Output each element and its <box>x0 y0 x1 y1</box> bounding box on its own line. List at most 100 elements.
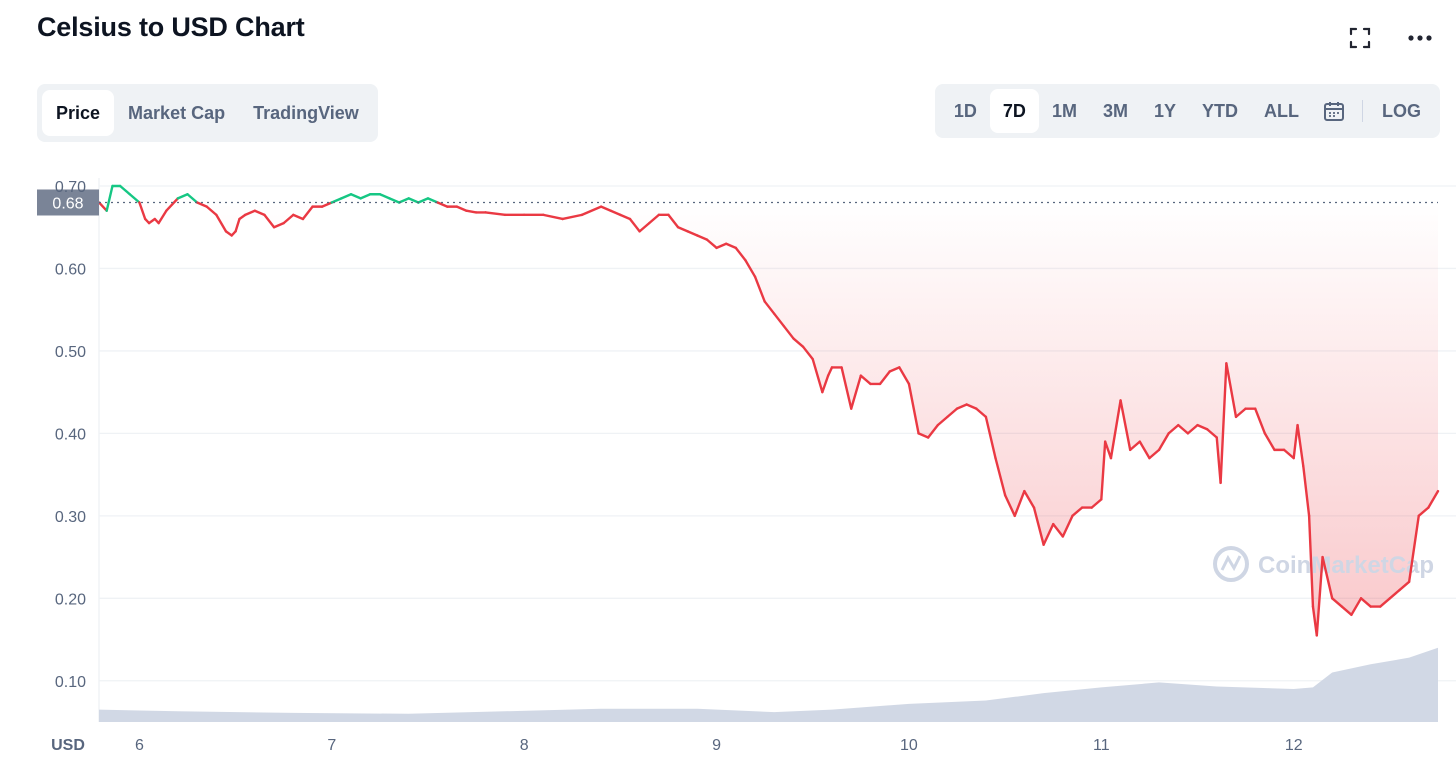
page-title: Celsius to USD Chart <box>37 12 305 42</box>
price-segment <box>619 213 632 221</box>
price-segment <box>1388 588 1401 600</box>
range-ytd[interactable]: YTD <box>1202 100 1238 121</box>
y-tick-label: 0.70 <box>55 179 86 196</box>
fullscreen-icon[interactable] <box>1344 24 1376 52</box>
range-3m[interactable]: 3M <box>1102 100 1128 121</box>
calendar-icon[interactable] <box>1312 89 1356 133</box>
y-tick-label: 0.10 <box>55 674 86 691</box>
price-segment <box>1350 597 1363 616</box>
price-segment <box>840 366 853 410</box>
price-segment <box>330 197 343 204</box>
price-segment <box>1023 489 1036 509</box>
price-segment <box>234 217 241 233</box>
price-segment <box>397 197 410 204</box>
y-tick-label: 0.20 <box>55 591 86 608</box>
range-1d[interactable]: 1D <box>953 100 977 121</box>
price-segment <box>388 197 401 204</box>
more-icon[interactable] <box>1404 24 1436 52</box>
price-segment <box>97 201 108 212</box>
y-tick-label: 0.40 <box>55 426 86 443</box>
price-segment <box>946 407 959 419</box>
price-segment <box>1071 506 1084 518</box>
price-segment <box>1013 489 1026 518</box>
watermark-text: CoinMarketCap <box>1258 552 1434 579</box>
price-segment <box>715 242 728 250</box>
log-scale-toggle[interactable]: LOG <box>1382 100 1421 121</box>
price-segment <box>609 209 622 217</box>
chart-type-tabs: Price Market Cap TradingView <box>37 84 378 142</box>
price-segment <box>1302 465 1311 518</box>
price-segment <box>965 403 978 410</box>
price-segment <box>417 197 430 204</box>
price-segment <box>561 213 584 221</box>
axes: 0.70 0.60 0.50 0.40 0.30 0.20 0.10 6 7 8 9 10 11 12 US… <box>51 179 1303 754</box>
price-segment <box>696 234 709 241</box>
reference-line-group: 0.68 <box>37 189 1438 216</box>
price-segment <box>436 201 449 208</box>
price-segment <box>1292 423 1299 460</box>
tab-market-cap[interactable]: Market Cap <box>128 102 226 123</box>
price-segment <box>1186 423 1199 435</box>
price-segment <box>1119 399 1132 452</box>
range-all[interactable]: ALL <box>1264 100 1299 121</box>
price-segment <box>186 193 199 204</box>
price-segment <box>686 230 699 237</box>
tab-price[interactable]: Price <box>42 90 115 136</box>
price-segment <box>1219 362 1228 485</box>
price-segment <box>1340 605 1353 616</box>
price-segment <box>1052 522 1065 538</box>
price-segment <box>157 209 168 225</box>
x-tick-label: 11 <box>1093 737 1110 754</box>
price-segment <box>1296 423 1305 468</box>
reference-price-label: 0.68 <box>52 195 83 212</box>
price-segment <box>1167 423 1180 435</box>
price-segment <box>1321 555 1334 600</box>
price-segment <box>907 382 920 435</box>
price-segment <box>282 213 295 225</box>
price-segment <box>320 201 333 208</box>
x-tick-label: 7 <box>327 737 336 754</box>
price-segment <box>975 407 988 419</box>
price-segment <box>1254 407 1267 435</box>
tab-tradingview[interactable]: TradingView <box>253 102 359 123</box>
price-segment <box>1359 597 1372 608</box>
price-segment <box>105 184 114 212</box>
x-tick-label: 9 <box>712 737 721 754</box>
reference-price-badge <box>37 189 99 216</box>
price-segment <box>195 201 208 208</box>
price-segment <box>205 205 218 217</box>
price-segment <box>638 221 651 233</box>
price-segment <box>1225 362 1238 419</box>
price-segment <box>1398 580 1411 592</box>
range-1m[interactable]: 1M <box>1051 100 1077 121</box>
price-segment <box>859 374 872 386</box>
price-segment <box>801 345 814 361</box>
price-segment <box>1042 522 1055 546</box>
price-segment <box>1100 440 1107 501</box>
range-1y[interactable]: 1Y <box>1153 100 1176 121</box>
x-tick-label: 10 <box>900 737 918 754</box>
price-segment <box>138 201 147 221</box>
price-segment <box>1307 514 1315 608</box>
price-segment <box>599 205 612 212</box>
price-segment <box>763 300 776 316</box>
price-segment <box>628 217 641 233</box>
price-segment <box>926 423 939 439</box>
price-segment <box>542 213 564 221</box>
price-segment <box>792 337 805 348</box>
price-segment <box>1138 440 1151 460</box>
price-segment <box>821 374 830 394</box>
price-segment <box>128 193 141 204</box>
price-segment <box>888 366 901 373</box>
price-segment <box>407 197 420 204</box>
y-tick-label: 0.50 <box>55 344 86 361</box>
price-line-group <box>97 184 1440 637</box>
price-segment <box>215 213 228 233</box>
price-segment <box>744 259 757 278</box>
price-segment <box>1330 597 1344 608</box>
price-segment <box>917 432 930 439</box>
y-tick-label: 0.30 <box>55 509 86 526</box>
time-range-selector: 1D 7D 1M 3M 1Y YTD ALL LOG <box>934 84 1440 138</box>
range-7d[interactable]: 7D <box>989 89 1039 133</box>
